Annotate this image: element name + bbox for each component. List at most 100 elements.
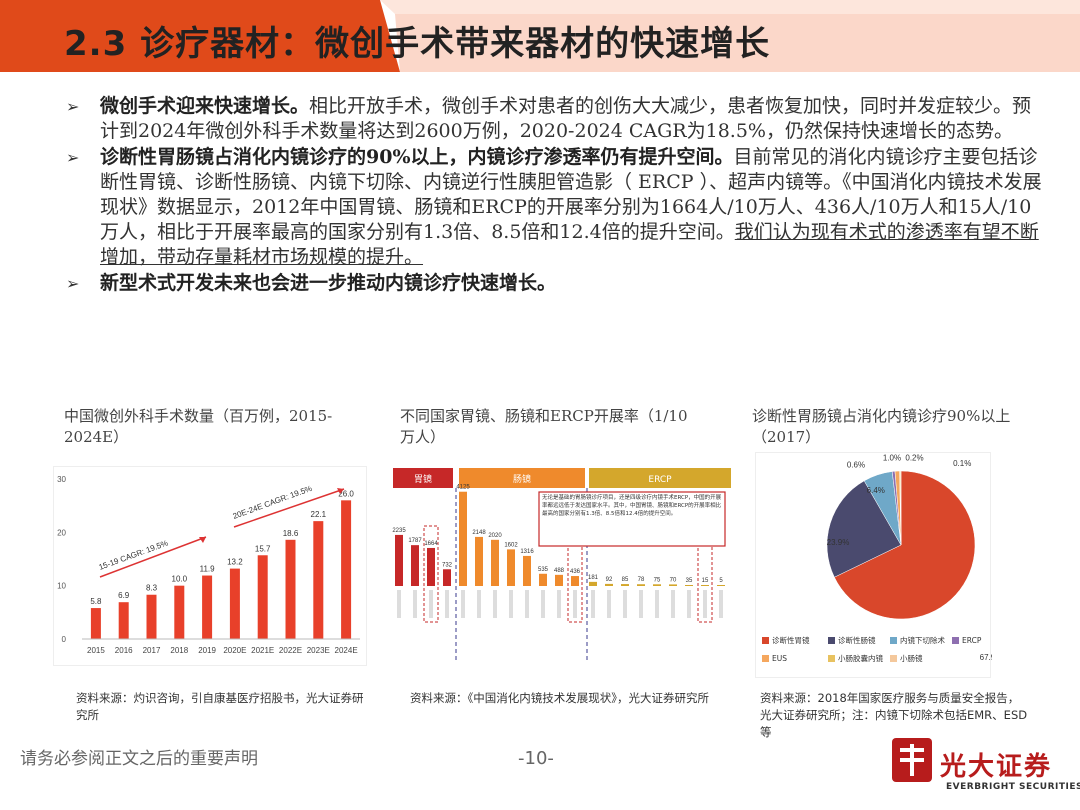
- chart2-bar: [555, 574, 563, 586]
- chart2-bar: [491, 539, 499, 586]
- chart2-value-label: 85: [622, 577, 629, 583]
- chart2-value-label: 488: [554, 568, 565, 574]
- chart2-category-placeholder: [493, 590, 497, 618]
- chart1-ytick: 0: [62, 635, 67, 644]
- chart2-category-placeholder: [671, 590, 675, 618]
- chart3-slice: [826, 480, 902, 578]
- chart2-value-label: 92: [606, 577, 613, 583]
- chart3-slice-label: 67.9%: [980, 653, 992, 662]
- arrow-icon: ➢: [66, 97, 80, 116]
- chart1-category-label: 2021E: [251, 646, 274, 655]
- chart1-bar: [118, 602, 129, 639]
- chart2-category-placeholder: [397, 590, 401, 618]
- chart2-bar: [589, 581, 597, 586]
- chart2-bar: [443, 569, 451, 586]
- chart1-bar: [257, 555, 268, 639]
- chart1-value-label: 13.2: [227, 558, 243, 567]
- chart3-legend-label: 内镜下切除术: [900, 635, 945, 645]
- chart2-value-label: 5: [719, 578, 723, 584]
- arrow-icon: ➢: [66, 274, 80, 293]
- chart1-category-label: 2023E: [307, 646, 330, 655]
- chart1-category-label: 2016: [115, 646, 133, 655]
- chart3-legend-label: 小肠胶囊内镜: [838, 653, 883, 663]
- chart2-bar: [605, 583, 613, 586]
- chart3-slice-label: 0.1%: [953, 459, 971, 468]
- chart2-note-container: 无论是基础的胃肠镜诊疗项目，还是四级诊疗内镜手术ERCP，中国的开展率都远远低于…: [542, 495, 721, 517]
- chart1-value-label: 6.9: [118, 591, 130, 600]
- chart1-arrowhead-1: [199, 537, 206, 543]
- chart1-category-label: 2022E: [279, 646, 302, 655]
- chart2-category-placeholder: [687, 590, 691, 618]
- chart1-bar: [202, 575, 213, 639]
- chart2-category-placeholder: [461, 590, 465, 618]
- bullet-2-underline: 我们认为现有术式的渗透率有望不断增加，带动存量耗材市场规模的提升。: [100, 221, 1039, 268]
- chart3-legend-label: EUS: [772, 654, 787, 663]
- chart1-category-label: 2020E: [223, 646, 246, 655]
- chart1-category-label: 2017: [143, 646, 161, 655]
- chart2: 胃镜 肠镜 ERCP 2235 1787 1664 732 4125 2148 2020 1602 1…: [389, 466, 735, 666]
- chart2-bar: [637, 584, 645, 586]
- chart2-bar: [507, 549, 515, 586]
- chart2-value-label: 4125: [456, 485, 470, 491]
- chart1-value-label: 11.9: [200, 565, 216, 574]
- chart1-bar: [174, 585, 185, 639]
- arrow-icon: ➢: [66, 148, 80, 167]
- chart2-bar: [621, 584, 629, 586]
- chart1-cagr-arrow-2: [233, 488, 345, 528]
- chart1-value-label: 15.7: [255, 544, 271, 553]
- chart1-value-label: 18.6: [283, 529, 299, 538]
- chart1-category-label: 2019: [198, 646, 216, 655]
- chart2-category-placeholder: [525, 590, 529, 618]
- bullet-1-text: 相比开放手术，微创手术对患者的创伤大大减少，患者恢复加快，同时并发症较少。预计到…: [100, 95, 1032, 142]
- chart1-source: 资料来源：灼识咨询，引自康基医疗招股书，光大证券研究所: [76, 691, 364, 722]
- chart2-category-placeholder: [591, 590, 595, 618]
- bullet-3: ➢ 新型术式开发未来也会进一步推动内镜诊疗快速增长。: [64, 271, 1044, 296]
- chart1-ytick: 20: [57, 528, 66, 537]
- chart2-group-header: [459, 468, 585, 488]
- chart2-category-placeholder: [429, 590, 433, 618]
- chart3-legend-label: 诊断性胃镜: [772, 635, 810, 645]
- chart3-legend-swatch: [952, 637, 959, 644]
- chart2-bar: [653, 584, 661, 586]
- chart3-legend-swatch: [828, 655, 835, 662]
- chart2-value-label: 181: [588, 575, 599, 581]
- chart1-bar: [90, 608, 101, 639]
- chart1-value-label: 10.0: [172, 575, 188, 584]
- title-bar-background: [0, 0, 1080, 72]
- chart2-value-label: 75: [654, 577, 661, 583]
- disclaimer: 请务必参阅正文之后的重要声明: [20, 749, 258, 769]
- chart3-slice-label: 6.4%: [867, 486, 885, 495]
- chart1-bar: [285, 539, 296, 639]
- chart2-category-placeholder: [655, 590, 659, 618]
- chart2-value-label: 1787: [408, 538, 422, 544]
- logo: 光大证券 EVERBRIGHT SECURITIES: [880, 720, 1080, 810]
- chart2-value-label: 78: [638, 577, 645, 583]
- bullet-list: ➢ 微创手术迎来快速增长。相比开放手术，微创手术对患者的创伤大大减少，患者恢复加…: [64, 94, 1044, 297]
- chart1-category-label: 2024E: [335, 646, 358, 655]
- chart1-bar: [229, 568, 240, 639]
- chart2-bar: [669, 584, 677, 586]
- chart2-category-placeholder: [541, 590, 545, 618]
- bullet-1: ➢ 微创手术迎来快速增长。相比开放手术，微创手术对患者的创伤大大减少，患者恢复加…: [64, 94, 1044, 144]
- chart2-bar: [459, 491, 467, 586]
- chart2-note-box: [538, 491, 726, 547]
- chart3-slice: [834, 470, 976, 620]
- chart2-value-label: 1316: [520, 549, 534, 555]
- chart3-caption: 诊断性胃肠镜占消化内镜诊疗90%以上（2017）: [752, 407, 1011, 446]
- chart2-group-label: 肠镜: [513, 473, 531, 485]
- chart2-bar: [701, 585, 709, 586]
- chart2-bar: [411, 545, 419, 586]
- chart3-legend-swatch: [762, 655, 769, 662]
- chart1-value-label: 22.1: [311, 510, 327, 519]
- chart2-bar: [395, 534, 403, 586]
- chart2-category-placeholder: [445, 590, 449, 618]
- chart2-bar: [475, 536, 483, 586]
- chart2-group-header: [589, 468, 731, 488]
- chart2-value-label: 2148: [472, 530, 486, 536]
- chart2-value-label: 732: [442, 562, 453, 568]
- chart1-value-label: 8.3: [146, 584, 158, 593]
- chart2-category-placeholder: [623, 590, 627, 618]
- chart1-caption: 中国微创外科手术数量（百万例，2015-2024E）: [64, 407, 333, 446]
- chart2-value-label: 70: [670, 577, 677, 583]
